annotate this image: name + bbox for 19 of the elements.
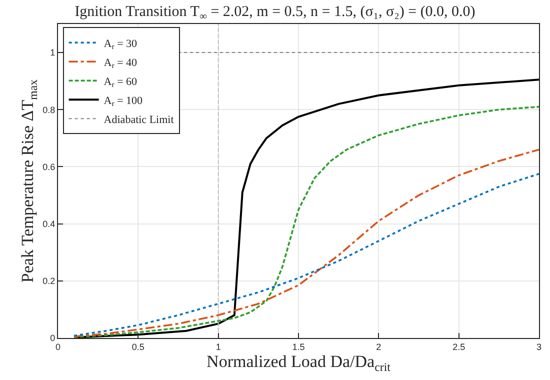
x-tick-label: 3 bbox=[536, 342, 542, 352]
x-tick-label: 2 bbox=[376, 342, 382, 352]
x-tick-label: 1 bbox=[216, 342, 221, 352]
y-tick-label: 1 bbox=[50, 48, 56, 58]
y-tick-label: 0 bbox=[50, 333, 56, 344]
y-tick-label: 0.6 bbox=[42, 162, 56, 172]
x-axis-title: Normalized Load Da/Da$_{crit}$ bbox=[206, 352, 392, 374]
legend-label: A$_{r}$ = 60 bbox=[104, 76, 138, 90]
x-tick-label: 2.5 bbox=[452, 342, 466, 352]
legend-label: A$_{r}$ = 30 bbox=[104, 38, 138, 52]
legend-label: A$_{r}$ = 100 bbox=[104, 94, 144, 108]
y-tick-label: 0.8 bbox=[42, 104, 56, 115]
x-tick-label: 0.5 bbox=[132, 342, 144, 352]
x-tick-label: 1.5 bbox=[292, 342, 305, 352]
y-tick-label: 0.4 bbox=[42, 218, 56, 229]
legend-label: A$_{r}$ = 40 bbox=[104, 56, 138, 70]
chart-title: Ignition Transition T$_{∞}$ = 2.02, m = 0.5, n = 1.5, (σ₁, σ₂) = (0.0, 0.0) bbox=[74, 4, 476, 22]
y-tick-label: 0.2 bbox=[42, 276, 56, 286]
legend-label: Adiabatic Limit bbox=[104, 114, 174, 126]
